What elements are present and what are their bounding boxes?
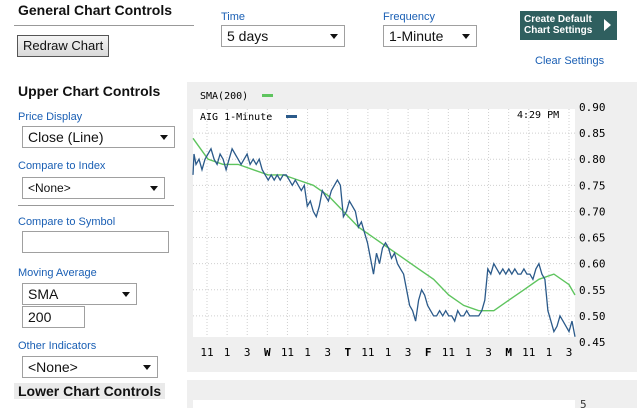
x-tick-label: 3	[485, 346, 492, 359]
legend-price-swatch	[286, 115, 297, 118]
chevron-down-icon	[160, 135, 168, 140]
y-tick-label: 0.65	[579, 232, 606, 245]
x-tick-label: 1	[385, 346, 392, 359]
y-tick-label: 0.55	[579, 284, 606, 297]
x-tick-label: 11	[522, 346, 535, 359]
legend-sma-label: SMA(200)	[200, 91, 248, 102]
x-tick-label: W	[264, 346, 271, 359]
x-tick-label: T	[344, 346, 351, 359]
x-tick-label: 1	[304, 346, 311, 359]
chevron-down-icon	[143, 365, 151, 370]
x-tick-label: 1	[546, 346, 553, 359]
moving-average-label: Moving Average	[18, 267, 97, 279]
plot-area	[193, 109, 575, 337]
compare-index-value: <None>	[28, 181, 71, 195]
other-indicators-value: <None>	[28, 359, 78, 375]
y-tick-label: 0.80	[579, 153, 606, 166]
y-tick-label: 0.45	[579, 336, 606, 349]
upper-controls-title: Upper Chart Controls	[18, 83, 161, 99]
frequency-select-value: 1-Minute	[389, 28, 444, 44]
price-display-value: Close (Line)	[28, 129, 104, 145]
other-indicators-select[interactable]: <None>	[22, 356, 158, 378]
x-axis-ticks: 11 1 3 W 11 1 3 T 11 1 3 F 11 1 3 M 11 1 3	[200, 346, 572, 359]
legend-sma-swatch	[262, 94, 273, 97]
x-tick-label: 3	[566, 346, 573, 359]
compare-index-select[interactable]: <None>	[22, 177, 165, 199]
legend-price-label: AIG 1-Minute	[200, 112, 272, 123]
chevron-down-icon	[122, 292, 130, 297]
price-display-label: Price Display	[18, 111, 83, 123]
clear-settings-link[interactable]: Clear Settings	[535, 55, 605, 67]
y-tick-label: 0.75	[579, 179, 606, 192]
lower-controls-title: Lower Chart Controls	[14, 383, 166, 399]
y-tick-label: 0.90	[579, 101, 606, 114]
x-tick-label: 3	[244, 346, 251, 359]
y-tick-label: 0.50	[579, 310, 606, 323]
create-default-line1: Create Default	[524, 14, 592, 25]
lower-chart-ytick: 5	[580, 398, 587, 411]
chevron-down-icon	[462, 34, 470, 39]
x-tick-label: 1	[224, 346, 231, 359]
x-tick-label: 11	[361, 346, 374, 359]
x-tick-label: 11	[442, 346, 455, 359]
x-tick-label: 11	[200, 346, 213, 359]
other-indicators-label: Other Indicators	[18, 340, 97, 352]
x-tick-label: 3	[324, 346, 331, 359]
x-tick-label: M	[505, 346, 512, 359]
price-display-select[interactable]: Close (Line)	[22, 126, 175, 148]
chevron-down-icon	[330, 34, 338, 39]
create-default-line2: Chart Settings	[524, 25, 593, 36]
play-arrow-icon	[604, 19, 611, 31]
time-select-value: 5 days	[227, 28, 269, 44]
create-default-settings-button[interactable]: Create Default Chart Settings	[520, 11, 617, 40]
general-controls-divider	[14, 25, 194, 26]
compare-symbol-label: Compare to Symbol	[18, 216, 116, 228]
chevron-down-icon	[150, 186, 158, 191]
y-tick-label: 0.85	[579, 127, 606, 140]
y-tick-label: 0.70	[579, 205, 606, 218]
moving-average-select[interactable]: SMA	[22, 283, 137, 305]
frequency-select[interactable]: 1-Minute	[383, 25, 477, 47]
chart-time-label: 4:29 PM	[517, 110, 559, 121]
chart-grid	[193, 109, 575, 337]
time-label: Time	[221, 11, 246, 23]
y-tick-label: 0.60	[579, 258, 606, 271]
frequency-label: Frequency	[383, 11, 435, 23]
x-tick-label: F	[425, 346, 432, 359]
y-axis-ticks: 0.90 0.85 0.80 0.75 0.70 0.65 0.60 0.55 0.50 0.45	[579, 101, 606, 349]
general-controls-title: General Chart Controls	[18, 2, 173, 18]
moving-average-period-input[interactable]: 200	[22, 306, 85, 328]
time-select[interactable]: 5 days	[221, 25, 345, 47]
x-tick-label: 1	[465, 346, 472, 359]
upper-controls-divider	[18, 205, 174, 206]
compare-symbol-input[interactable]	[22, 231, 169, 253]
price-series-line	[192, 147, 576, 337]
chart-legend: SMA(200) AIG 1-Minute	[200, 91, 297, 123]
x-tick-label: 11	[281, 346, 294, 359]
lower-chart-plot-area	[193, 400, 575, 408]
price-chart: 0.90 0.85 0.80 0.75 0.70 0.65 0.60 0.55 0.50 0.45…	[192, 91, 606, 359]
x-tick-label: 3	[405, 346, 412, 359]
compare-index-label: Compare to Index	[18, 160, 106, 172]
moving-average-type: SMA	[28, 286, 59, 302]
redraw-chart-button[interactable]: Redraw Chart	[17, 35, 110, 57]
